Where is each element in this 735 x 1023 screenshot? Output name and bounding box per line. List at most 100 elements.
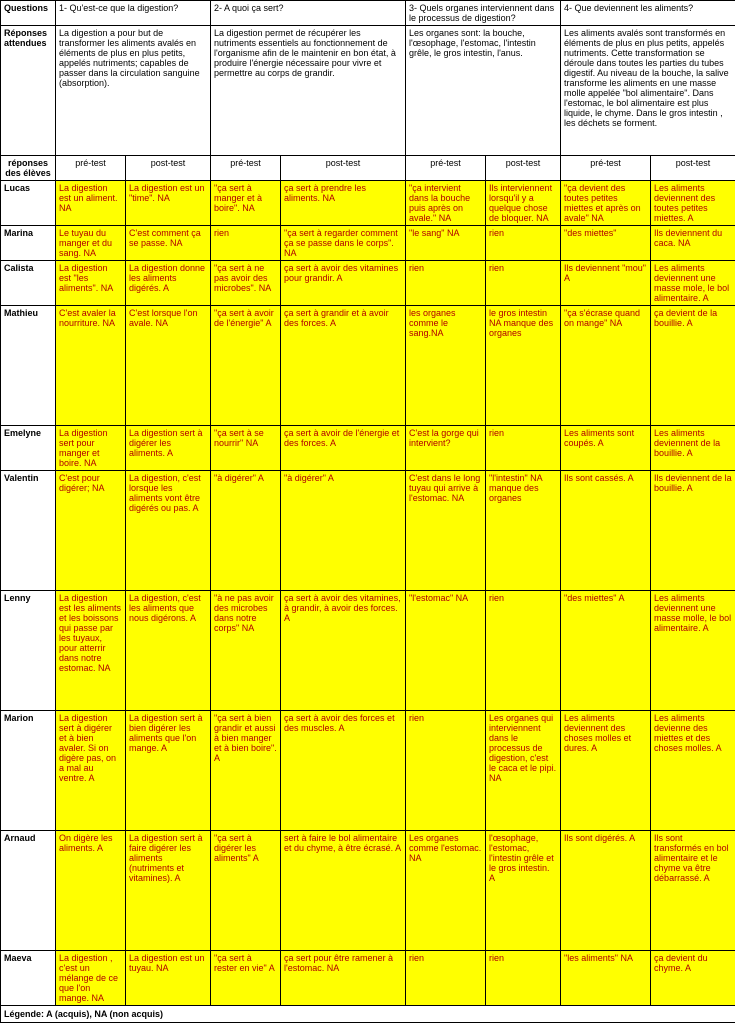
- student-answer: C'est la gorge qui intervient?: [406, 426, 486, 471]
- post-test-header: post-test: [651, 156, 735, 181]
- student-answer: "à digérer" A: [281, 471, 406, 591]
- student-answer: "à ne pas avoir des microbes dans notre …: [211, 591, 281, 711]
- student-answer: La digestion est les aliments et les boi…: [56, 591, 126, 711]
- student-name: Marina: [1, 226, 56, 261]
- student-answer: Ils sont digérés. A: [561, 831, 651, 951]
- student-answer: "ça sert à digérer les aliments" A: [211, 831, 281, 951]
- student-row: CalistaLa digestion est "les aliments". …: [1, 261, 735, 306]
- student-answer: ça devient du chyme. A: [651, 951, 735, 1006]
- student-row: ArnaudOn digère les aliments. ALa digest…: [1, 831, 735, 951]
- q2-header: 2- A quoi ça sert?: [211, 1, 406, 26]
- expected-a2: La digestion permet de récupérer les nut…: [211, 26, 406, 156]
- student-answer: Les aliments deviennent une masse mole, …: [651, 261, 735, 306]
- student-answer: ça sert à avoir des vitamines, à grandir…: [281, 591, 406, 711]
- pre-test-header: pré-test: [406, 156, 486, 181]
- student-name: Emelyne: [1, 426, 56, 471]
- student-answer: C'est dans le long tuyau qui arrive à l'…: [406, 471, 486, 591]
- student-row: MathieuC'est avaler la nourriture. NAC'e…: [1, 306, 735, 426]
- student-answer: "ça sert à ne pas avoir des microbes". N…: [211, 261, 281, 306]
- student-answer: "ça sert à manger et à boire". NA: [211, 181, 281, 226]
- student-answer: La digestion, c'est lorsque les aliments…: [126, 471, 211, 591]
- student-row: LucasLa digestion est un aliment. NALa d…: [1, 181, 735, 226]
- student-answer: ça sert à avoir de l'énergie et des forc…: [281, 426, 406, 471]
- digestion-results-table: Questions1- Qu'est-ce que la digestion?2…: [0, 0, 735, 1023]
- student-answer: "ça s'écrase quand on mange" NA: [561, 306, 651, 426]
- student-answer: Ils interviennent lorsqu'il y a quelque …: [486, 181, 561, 226]
- responses-label: réponses des élèves: [1, 156, 56, 181]
- student-answer: rien: [406, 261, 486, 306]
- questions-label: Questions: [1, 1, 56, 26]
- student-answer: La digestion sert à digérer et à bien av…: [56, 711, 126, 831]
- student-answer: On digère les aliments. A: [56, 831, 126, 951]
- q1-header: 1- Qu'est-ce que la digestion?: [56, 1, 211, 26]
- post-test-header: post-test: [281, 156, 406, 181]
- student-answer: rien: [406, 951, 486, 1006]
- student-answer: l'œsophage, l'estomac, l'intestin grêle …: [486, 831, 561, 951]
- student-answer: "le sang" NA: [406, 226, 486, 261]
- student-answer: Ils sont transformés en bol alimentaire …: [651, 831, 735, 951]
- post-test-header: post-test: [486, 156, 561, 181]
- student-name: Lucas: [1, 181, 56, 226]
- student-answer: La digestion sert pour manger et boire. …: [56, 426, 126, 471]
- student-answer: La digestion, c'est les aliments que nou…: [126, 591, 211, 711]
- student-answer: La digestion donne les aliments digérés.…: [126, 261, 211, 306]
- student-answer: C'est avaler la nourriture. NA: [56, 306, 126, 426]
- q4-header: 4- Que deviennent les aliments?: [561, 1, 735, 26]
- student-answer: "l'intestin" NA manque des organes: [486, 471, 561, 591]
- student-answer: "ça devient des toutes petites miettes e…: [561, 181, 651, 226]
- student-answer: rien: [486, 426, 561, 471]
- student-name: Mathieu: [1, 306, 56, 426]
- student-answer: La digestion est un "time". NA: [126, 181, 211, 226]
- student-answer: ça sert à prendre les aliments. NA: [281, 181, 406, 226]
- student-row: LennyLa digestion est les aliments et le…: [1, 591, 735, 711]
- student-answer: Ils sont cassés. A: [561, 471, 651, 591]
- student-answer: le gros intestin NA manque des organes: [486, 306, 561, 426]
- student-answer: "ça sert à rester en vie" A: [211, 951, 281, 1006]
- pre-test-header: pré-test: [56, 156, 126, 181]
- expected-a1: La digestion a pour but de transformer l…: [56, 26, 211, 156]
- student-answer: sert à faire le bol alimentaire et du ch…: [281, 831, 406, 951]
- student-answer: C'est lorsque l'on avale. NA: [126, 306, 211, 426]
- student-answer: "des miettes" A: [561, 591, 651, 711]
- student-answer: Le tuyau du manger et du sang. NA: [56, 226, 126, 261]
- student-answer: ça sert à grandir et à avoir des forces.…: [281, 306, 406, 426]
- student-name: Arnaud: [1, 831, 56, 951]
- student-name: Maeva: [1, 951, 56, 1006]
- student-answer: "les aliments" NA: [561, 951, 651, 1006]
- student-answer: les organes comme le sang.NA: [406, 306, 486, 426]
- student-answer: "ça intervient dans la bouche puis après…: [406, 181, 486, 226]
- expected-label: Réponses attendues: [1, 26, 56, 156]
- student-name: Marion: [1, 711, 56, 831]
- q3-header: 3- Quels organes interviennent dans le p…: [406, 1, 561, 26]
- student-answer: rien: [486, 951, 561, 1006]
- student-answer: ça devient de la bouillie. A: [651, 306, 735, 426]
- student-answer: rien: [406, 711, 486, 831]
- student-answer: La digestion est un tuyau. NA: [126, 951, 211, 1006]
- student-row: EmelyneLa digestion sert pour manger et …: [1, 426, 735, 471]
- pre-test-header: pré-test: [211, 156, 281, 181]
- student-answer: "l'estomac" NA: [406, 591, 486, 711]
- student-row: MaevaLa digestion , c'est un mélange de …: [1, 951, 735, 1006]
- expected-a3: Les organes sont: la bouche, l'œsophage,…: [406, 26, 561, 156]
- student-name: Valentin: [1, 471, 56, 591]
- student-answer: C'est comment ça se passe. NA: [126, 226, 211, 261]
- student-name: Calista: [1, 261, 56, 306]
- pre-test-header: pré-test: [561, 156, 651, 181]
- student-answer: ça sert à avoir des vitamines pour grand…: [281, 261, 406, 306]
- student-answer: Les aliments deviennent de la bouillie. …: [651, 426, 735, 471]
- student-answer: rien: [486, 226, 561, 261]
- student-answer: "à digérer" A: [211, 471, 281, 591]
- student-answer: Ils deviennent du caca. NA: [651, 226, 735, 261]
- student-answer: Ils deviennent "mou" A: [561, 261, 651, 306]
- student-answer: La digestion est "les aliments". NA: [56, 261, 126, 306]
- student-answer: La digestion sert à faire digérer les al…: [126, 831, 211, 951]
- student-answer: Les organes qui interviennent dans le pr…: [486, 711, 561, 831]
- student-answer: rien: [486, 261, 561, 306]
- student-answer: "ça sert à se nourrir" NA: [211, 426, 281, 471]
- student-answer: Les aliments sont coupés. A: [561, 426, 651, 471]
- student-answer: La digestion , c'est un mélange de ce qu…: [56, 951, 126, 1006]
- student-answer: Ils deviennent de la bouillie. A: [651, 471, 735, 591]
- student-row: MarinaLe tuyau du manger et du sang. NAC…: [1, 226, 735, 261]
- student-answer: rien: [211, 226, 281, 261]
- student-answer: Les aliments deviennent des choses molle…: [561, 711, 651, 831]
